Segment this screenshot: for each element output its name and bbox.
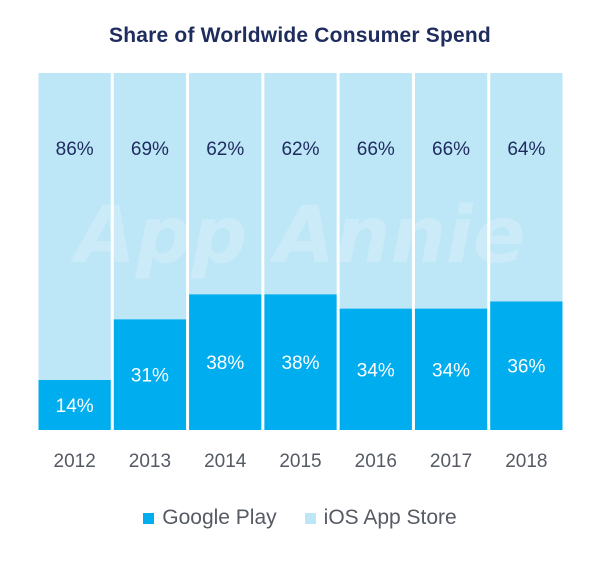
data-label-google-play-2014: 38%	[206, 353, 244, 374]
bar-ios-2016	[339, 73, 412, 309]
legend-label-google-play: Google Play	[162, 506, 277, 529]
x-tick-label-2017: 2017	[430, 451, 472, 472]
bar-ios-2012	[38, 73, 111, 381]
data-label-ios-2012: 86%	[56, 139, 94, 160]
data-label-ios-2016: 66%	[357, 139, 395, 160]
data-label-ios-2017: 66%	[432, 139, 470, 160]
bar-google-play-2014	[189, 294, 262, 430]
chart-title: Share of Worldwide Consumer Spend	[109, 24, 491, 47]
legend-item-google-play: Google Play	[143, 506, 277, 530]
data-label-google-play-2013: 31%	[131, 366, 169, 387]
google-play-swatch-icon	[143, 512, 155, 524]
bar-ios-2013	[113, 73, 187, 320]
x-tick-label-2014: 2014	[204, 451, 247, 472]
bar-google-play-2015	[264, 294, 337, 430]
bar-google-play-2018	[490, 301, 563, 430]
x-tick-label-2016: 2016	[355, 451, 397, 472]
x-tick-label-2018: 2018	[505, 451, 547, 472]
data-label-google-play-2016: 34%	[357, 360, 395, 381]
data-label-google-play-2018: 36%	[507, 357, 545, 378]
ios-app-store-swatch-icon	[304, 512, 316, 524]
bar-google-play-2016	[339, 308, 412, 430]
data-label-google-play-2017: 34%	[432, 360, 470, 381]
bar-ios-2018	[490, 73, 563, 302]
data-label-google-play-2012: 14%	[56, 396, 94, 417]
x-tick-label-2015: 2015	[279, 451, 321, 472]
x-tick-label-2013: 2013	[129, 451, 171, 472]
bar-ios-2015	[264, 73, 337, 295]
app-annie-watermark: App Annie	[69, 191, 525, 281]
data-label-ios-2018: 64%	[507, 139, 545, 160]
legend-item-ios-app-store: iOS App Store	[304, 506, 457, 530]
bar-ios-2017	[414, 73, 488, 309]
data-label-ios-2013: 69%	[131, 139, 169, 160]
x-tick-label-2012: 2012	[54, 451, 96, 472]
data-label-ios-2014: 62%	[206, 139, 244, 160]
data-label-ios-2015: 62%	[281, 139, 319, 160]
bar-google-play-2012	[38, 380, 111, 430]
bar-ios-2014	[189, 73, 262, 295]
data-label-google-play-2015: 38%	[281, 353, 319, 374]
chart-legend: Google Play iOS App Store	[0, 506, 600, 530]
bar-google-play-2013	[113, 319, 187, 430]
bar-google-play-2017	[414, 308, 488, 430]
legend-label-ios-app-store: iOS App Store	[323, 506, 457, 529]
